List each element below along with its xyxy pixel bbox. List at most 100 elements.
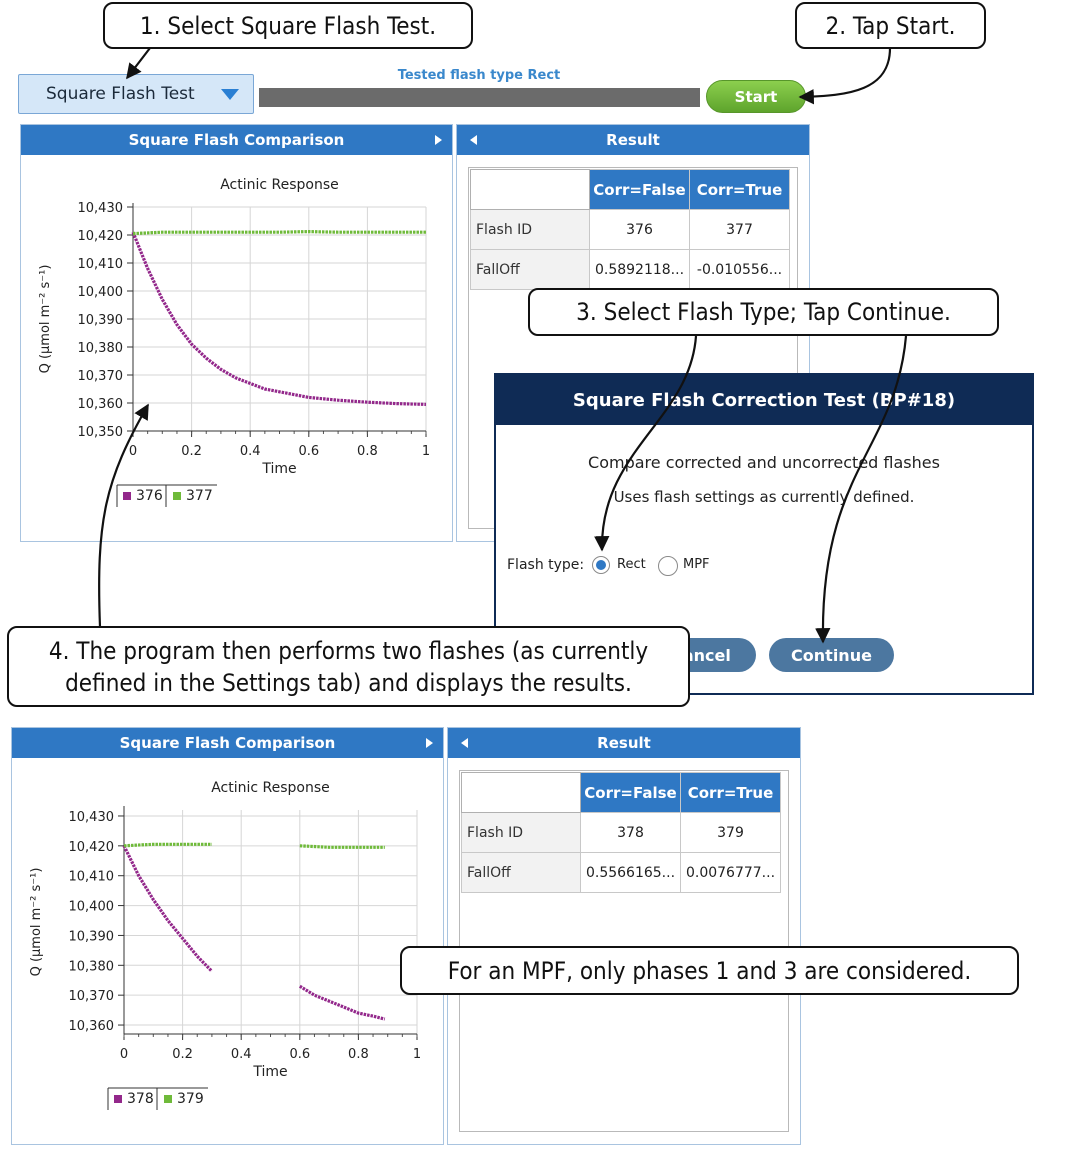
series-line-379	[299, 844, 385, 849]
x-tick-label: 0.8	[357, 444, 378, 459]
chevron-down-icon	[221, 89, 239, 100]
y-tick-label: 10,350	[78, 425, 124, 440]
flash-test-select[interactable]: Square Flash Test	[18, 74, 254, 114]
legend-label-379: 379	[177, 1091, 204, 1107]
x-tick-label: 0.4	[240, 444, 261, 459]
bottom-result-table-frame: Corr=False Corr=True Flash ID 378 379 Fa…	[459, 770, 789, 1132]
table-cell: 0.5566165...	[580, 852, 681, 893]
y-tick-label: 10,420	[69, 840, 115, 855]
callout-step-3: 3. Select Flash Type; Tap Continue.	[528, 288, 999, 336]
legend-label-376: 376	[136, 488, 163, 504]
y-axis-label: Q (µmol m⁻² s⁻¹)	[38, 265, 53, 374]
y-tick-label: 10,410	[69, 870, 115, 885]
x-tick-label: 0.2	[181, 444, 202, 459]
y-tick-label: 10,390	[69, 929, 115, 944]
x-axis-label: Time	[261, 461, 296, 477]
top-chart-panel-title: Square Flash Comparison	[128, 131, 345, 149]
x-tick-label: 0.6	[289, 1047, 310, 1062]
column-header: Corr=False	[589, 169, 690, 210]
dialog-subtext: Uses flash settings as currently defined…	[613, 488, 915, 506]
y-tick-label: 10,380	[78, 341, 124, 356]
column-header: Corr=True	[680, 772, 781, 813]
dialog-description: Compare corrected and uncorrected flashe…	[588, 453, 940, 472]
y-tick-label: 10,360	[78, 397, 124, 412]
row-header: Flash ID	[461, 812, 581, 853]
legend-swatch-379	[164, 1095, 172, 1103]
start-button[interactable]: Start	[706, 80, 806, 113]
table-corner	[461, 772, 581, 813]
flash-type-rect-label[interactable]: Rect	[617, 557, 646, 572]
top-result-panel-title: Result	[606, 131, 660, 149]
table-row: Flash ID 378 379	[461, 812, 781, 853]
y-tick-label: 10,370	[78, 369, 124, 384]
y-tick-label: 10,370	[69, 989, 115, 1004]
series-line-376	[131, 231, 427, 406]
bottom-result-panel: Result Corr=False Corr=True Flash ID 378…	[447, 727, 801, 1145]
table-cell: 379	[680, 812, 781, 853]
flash-test-select-value: Square Flash Test	[46, 84, 195, 104]
table-cell: 377	[689, 209, 790, 250]
column-header: Corr=False	[580, 772, 681, 813]
top-actinic-chart: Actinic Response 0 0.2 0.4 0.6 0.8 1 10,350 10,3…	[38, 177, 430, 507]
chart-title: Actinic Response	[220, 177, 339, 193]
x-axis-label: Time	[252, 1064, 287, 1080]
bottom-chart-panel-title: Square Flash Comparison	[119, 734, 336, 752]
series-line-377	[132, 230, 426, 236]
x-tick-label: 1	[413, 1047, 421, 1062]
y-tick-label: 10,410	[78, 257, 124, 272]
flash-type-label: Flash type:	[507, 557, 585, 573]
series-line-378	[122, 845, 214, 973]
bottom-result-table: Corr=False Corr=True Flash ID 378 379 Fa…	[461, 772, 781, 893]
y-tick-label: 10,390	[78, 313, 124, 328]
continue-button[interactable]: Continue	[769, 638, 894, 672]
expand-right-icon[interactable]	[435, 135, 442, 145]
arrow-to-start	[798, 47, 892, 105]
table-cell: -0.010556...	[689, 249, 790, 290]
callout-step-4-line-2: defined in the Settings tab) and display…	[65, 668, 632, 697]
top-result-panel-header: Result	[457, 125, 809, 155]
legend-label-378: 378	[127, 1091, 154, 1107]
table-cell: 0.5892118...	[589, 249, 690, 290]
callout-step-1: 1. Select Square Flash Test.	[103, 2, 473, 49]
table-cell: 376	[589, 209, 690, 250]
legend-swatch-376	[123, 492, 131, 500]
table-row: FallOff 0.5566165... 0.0076777...	[461, 852, 781, 893]
callout-step-4: 4. The program then performs two flashes…	[7, 626, 690, 707]
y-tick-label: 10,430	[69, 810, 115, 825]
expand-right-icon[interactable]	[426, 738, 433, 748]
x-tick-label: 0.2	[172, 1047, 193, 1062]
flash-type-rect-radio[interactable]	[592, 556, 610, 574]
legend-label-377: 377	[186, 488, 213, 504]
y-tick-label: 10,360	[69, 1019, 115, 1034]
x-tick-label: 1	[422, 444, 430, 459]
y-axis-label: Q (µmol m⁻² s⁻¹)	[29, 868, 44, 977]
table-corner	[470, 169, 590, 210]
row-header: FallOff	[470, 249, 590, 290]
top-chart-panel-header: Square Flash Comparison	[21, 125, 452, 155]
callout-mpf-note: For an MPF, only phases 1 and 3 are cons…	[400, 946, 1019, 995]
row-header: FallOff	[461, 852, 581, 893]
column-header: Corr=True	[689, 169, 790, 210]
series-line-378	[298, 984, 386, 1021]
top-result-table: Corr=False Corr=True Flash ID 376 377 Fa…	[470, 169, 790, 290]
y-tick-label: 10,430	[78, 201, 124, 216]
bottom-result-panel-header: Result	[448, 728, 800, 758]
tested-flash-type-label: Tested flash type Rect	[397, 68, 561, 83]
x-tick-label: 0	[129, 444, 137, 459]
table-cell: 0.0076777...	[680, 852, 781, 893]
flash-type-mpf-radio[interactable]	[658, 556, 678, 576]
x-tick-label: 0	[120, 1047, 128, 1062]
y-tick-label: 10,420	[78, 229, 124, 244]
bottom-actinic-chart: Actinic Response 0 0.2 0.4 0.6 0.8 1 10,360 10,3…	[29, 780, 421, 1110]
flash-type-mpf-label[interactable]: MPF	[683, 557, 710, 572]
table-cell: 378	[580, 812, 681, 853]
top-result-table-frame: Corr=False Corr=True Flash ID 376 377 Fa…	[468, 167, 798, 529]
legend-swatch-377	[173, 492, 181, 500]
x-tick-label: 0.8	[348, 1047, 369, 1062]
bottom-result-panel-title: Result	[597, 734, 651, 752]
legend-box	[108, 1088, 208, 1110]
legend-swatch-378	[114, 1095, 122, 1103]
collapse-left-icon[interactable]	[461, 738, 468, 748]
y-tick-label: 10,400	[78, 285, 124, 300]
collapse-left-icon[interactable]	[470, 135, 477, 145]
